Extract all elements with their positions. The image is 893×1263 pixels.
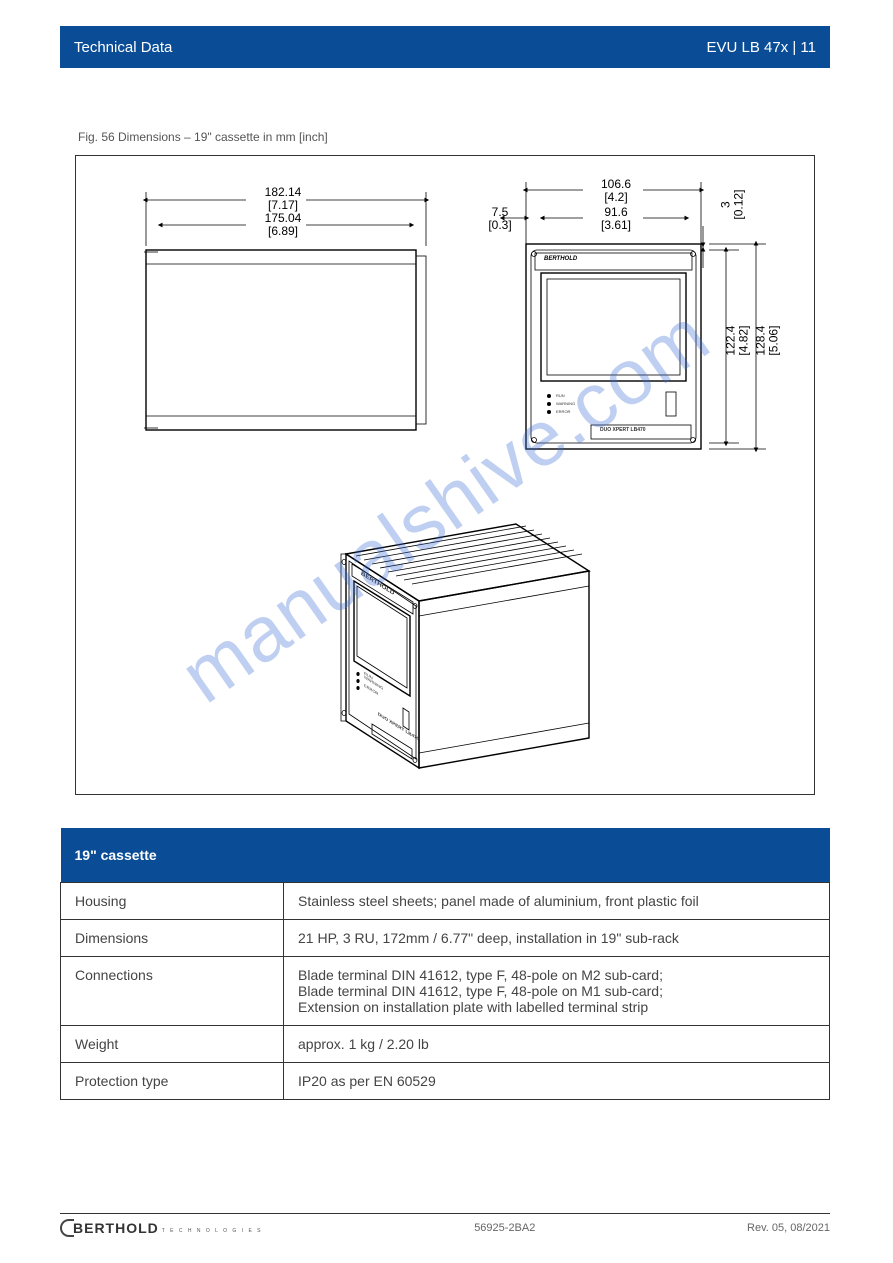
row-label: Weight (61, 1025, 284, 1062)
brand-label-front: BERTHOLD (544, 256, 577, 262)
berthold-logo: BERTHOLDT E C H N O L O G I E S (60, 1219, 263, 1237)
header-right: EVU LB 47x | 11 (706, 39, 816, 56)
figure-caption: Fig. 56 Dimensions – 19" cassette in mm … (78, 130, 328, 144)
dim-side-width: 175.04[6.89] (248, 212, 318, 237)
footer-revision: Rev. 05, 08/2021 (747, 1222, 830, 1234)
footer-doc-ref: 56925-2BA2 (474, 1222, 535, 1234)
iso-view-drawing (286, 486, 606, 786)
row-value: IP20 as per EN 60529 (284, 1062, 830, 1099)
led-warning-front: WARNING (556, 401, 575, 406)
model-label-front: DUO XPERT LB470 (600, 427, 646, 433)
led-run-front: RUN (556, 393, 565, 398)
row-label: Protection type (61, 1062, 284, 1099)
row-value: Stainless steel sheets; panel made of al… (284, 882, 830, 919)
row-value: 21 HP, 3 RU, 172mm / 6.77" deep, install… (284, 919, 830, 956)
dim-front-offset: 7.5[0.3] (480, 206, 520, 231)
table-row: Dimensions 21 HP, 3 RU, 172mm / 6.77" de… (61, 919, 830, 956)
dim-edge: 3[0.12] (719, 185, 744, 225)
dim-front-height: 128.4[5.06] (754, 316, 779, 366)
table-row: Protection type IP20 as per EN 60529 (61, 1062, 830, 1099)
page-footer: BERTHOLDT E C H N O L O G I E S 56925-2B… (60, 1213, 830, 1237)
row-label: Housing (61, 882, 284, 919)
row-label: Dimensions (61, 919, 284, 956)
table-row: Connections Blade terminal DIN 41612, ty… (61, 956, 830, 1025)
header-bar: Technical Data EVU LB 47x | 11 (60, 26, 830, 68)
specs-table: 19" cassette Housing Stainless steel she… (60, 828, 830, 1100)
dim-front-width: 106.6[4.2] (586, 178, 646, 203)
row-value: approx. 1 kg / 2.20 lb (284, 1025, 830, 1062)
dimension-diagram: 182.14[7.17] 175.04[6.89] (75, 155, 815, 795)
table-header: 19" cassette (61, 828, 830, 882)
row-value: Blade terminal DIN 41612, type F, 48-pol… (284, 956, 830, 1025)
table-row: Weight approx. 1 kg / 2.20 lb (61, 1025, 830, 1062)
dim-screen-width: 91.6[3.61] (586, 206, 646, 231)
led-error-front: ERROR (556, 409, 570, 414)
dim-screen-height: 122.4[4.82] (724, 316, 749, 366)
row-label: Connections (61, 956, 284, 1025)
dim-top-width: 182.14[7.17] (248, 186, 318, 211)
header-left: Technical Data (74, 39, 172, 56)
table-row: Housing Stainless steel sheets; panel ma… (61, 882, 830, 919)
